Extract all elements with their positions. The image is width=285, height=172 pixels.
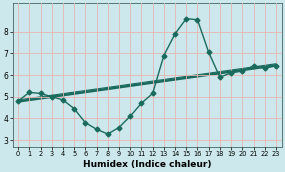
- X-axis label: Humidex (Indice chaleur): Humidex (Indice chaleur): [83, 159, 211, 169]
